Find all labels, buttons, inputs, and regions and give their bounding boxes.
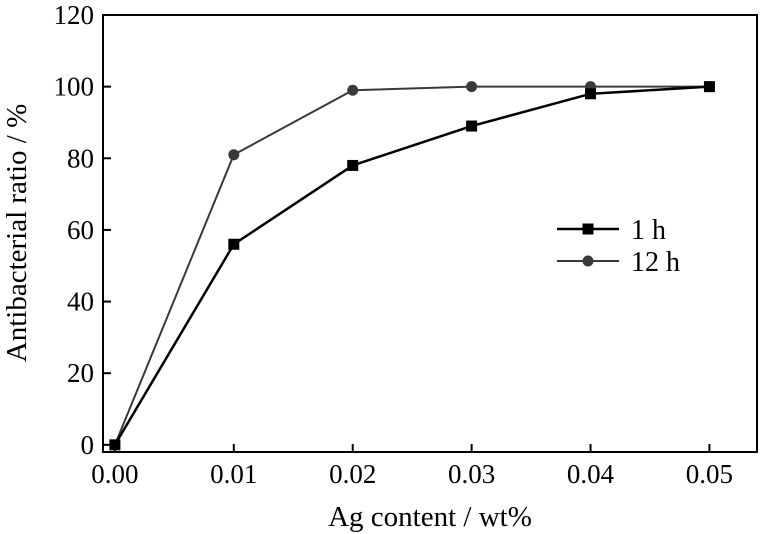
- series-point: [347, 159, 359, 171]
- x-tick-label: 0.04: [567, 459, 615, 489]
- series-point: [466, 120, 478, 132]
- series-point: [347, 84, 359, 96]
- series-line: [113, 85, 710, 446]
- series-point: [703, 81, 715, 93]
- x-tick-label: 0.00: [91, 459, 138, 489]
- y-tick-label: 0: [81, 430, 95, 460]
- y-tick-label: 120: [54, 0, 95, 30]
- legend-item: 1 h: [557, 215, 666, 246]
- series-point: [228, 149, 240, 161]
- series-point: [585, 88, 597, 100]
- y-axis-title: Antibacterial ratio / %: [1, 104, 33, 362]
- legend-item: 12 h: [557, 247, 680, 278]
- x-tick-label: 0.05: [686, 459, 733, 489]
- y-tick-label: 40: [67, 287, 94, 317]
- legend-marker: [582, 255, 594, 267]
- plot-frame: [102, 14, 758, 453]
- series-1h: [109, 81, 715, 451]
- x-tick-label: 0.03: [448, 459, 495, 489]
- x-tick-label: 0.01: [210, 459, 257, 489]
- x-tick-label: 0.02: [329, 459, 376, 489]
- x-axis-ticks: 0.00 0.01 0.02 0.03 0.04 0.05: [91, 444, 733, 489]
- series-point: [466, 81, 478, 93]
- series-12h: [109, 81, 715, 451]
- legend-marker: [582, 223, 594, 235]
- legend: 1 h12 h: [557, 215, 680, 278]
- legend-label: 12 h: [631, 247, 680, 278]
- y-tick-label: 60: [67, 215, 94, 245]
- y-tick-label: 100: [54, 72, 95, 102]
- series-line: [113, 85, 710, 446]
- series-layer: [109, 81, 715, 451]
- series-point: [228, 238, 240, 250]
- y-tick-label: 20: [67, 358, 94, 388]
- y-tick-label: 80: [67, 143, 94, 173]
- series-point: [109, 439, 121, 451]
- legend-label: 1 h: [631, 215, 666, 246]
- y-axis-ticks: 0 20 40 60 80 100 120: [54, 0, 111, 460]
- x-axis-title: Ag content / wt%: [328, 501, 532, 533]
